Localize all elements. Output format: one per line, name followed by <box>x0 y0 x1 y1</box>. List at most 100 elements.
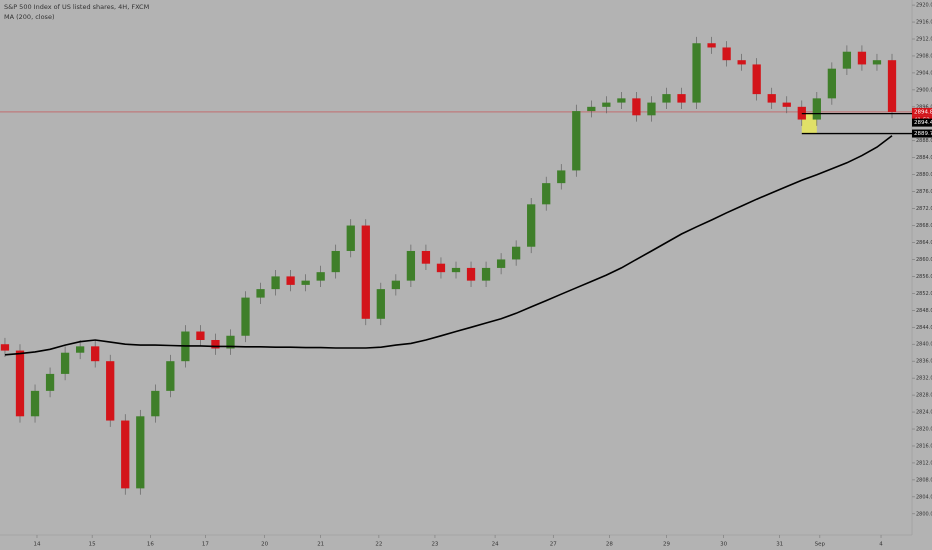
y-tick-label: 2864.0 <box>916 240 932 246</box>
candle-body <box>241 297 250 336</box>
candle-body <box>617 98 626 103</box>
candle-body <box>331 250 340 273</box>
last-price-label: 2894.8 <box>914 109 932 115</box>
candle-body <box>76 346 85 353</box>
candle-body <box>15 350 25 417</box>
x-tick-label: 28 <box>606 542 613 548</box>
candle-body <box>887 60 897 112</box>
level-label-bg <box>912 118 932 127</box>
y-tick-label: 2800.0 <box>916 511 932 517</box>
y-tick-label: 2888.0 <box>916 138 932 144</box>
candle-body <box>481 267 491 281</box>
candle-body <box>872 60 882 65</box>
candle-body <box>106 361 115 421</box>
candle-body <box>496 259 506 268</box>
candle-body <box>286 276 295 285</box>
candle-body <box>60 352 70 374</box>
x-tick-label: 21 <box>317 542 324 548</box>
candle-body <box>782 102 791 107</box>
candle-body <box>361 225 370 319</box>
x-tick-label: 27 <box>550 542 557 548</box>
candle-body <box>527 204 536 247</box>
candle-body <box>301 280 310 285</box>
y-tick-label: 2860.0 <box>916 257 932 263</box>
candle-body <box>602 102 611 107</box>
y-tick-label: 2900.0 <box>916 87 932 93</box>
x-tick-label: 15 <box>89 542 96 548</box>
candle-body <box>707 43 716 48</box>
y-tick-label: 2820.0 <box>916 427 932 433</box>
candle-body <box>256 289 265 298</box>
y-tick-label: 2816.0 <box>916 443 932 449</box>
candle-body <box>0 344 10 351</box>
candle-body <box>677 94 686 103</box>
level-label-bg <box>912 129 932 138</box>
y-tick-label: 2852.0 <box>916 291 932 297</box>
candle-body <box>316 272 325 281</box>
candle-body <box>752 64 761 95</box>
y-tick-label: 2896.0 <box>916 104 932 110</box>
x-tick-label: 4 <box>879 542 883 548</box>
candle-body <box>466 267 476 281</box>
y-tick-label: 2876.0 <box>916 189 932 195</box>
y-tick-label: 2916.0 <box>916 20 932 26</box>
y-tick-label: 2812.0 <box>916 460 932 466</box>
candle-body <box>406 250 416 281</box>
x-tick-label: Sep <box>815 542 826 548</box>
candle-body <box>662 94 671 103</box>
moving-average <box>4 135 893 356</box>
y-tick-label: 2828.0 <box>916 393 932 399</box>
candle-body <box>572 111 581 171</box>
candle-body <box>211 339 220 349</box>
candle-body <box>226 335 235 349</box>
candle-body <box>91 346 100 362</box>
candle-body <box>647 102 656 116</box>
y-tick-label: 2884.0 <box>916 155 932 161</box>
candle-body <box>692 43 701 103</box>
y-tick-label: 2844.0 <box>916 325 932 331</box>
level-label: 2894.4 <box>914 120 932 126</box>
x-tick-label: 31 <box>776 542 783 548</box>
candle-body <box>767 94 776 103</box>
last-price-label-bg <box>912 107 932 116</box>
x-tick-label: 29 <box>663 542 670 548</box>
x-tick-label: 23 <box>431 542 438 548</box>
y-tick-label: 2836.0 <box>916 359 932 365</box>
candle-body <box>391 280 400 290</box>
y-tick-label: 2904.0 <box>916 70 932 76</box>
candle-body <box>121 420 130 489</box>
candle-body <box>30 390 40 417</box>
y-tick-label: 2908.0 <box>916 53 932 59</box>
y-tick-label: 2872.0 <box>916 206 932 212</box>
y-tick-label: 2832.0 <box>916 376 932 382</box>
candle-body <box>557 170 566 184</box>
x-tick-label: 30 <box>720 542 727 548</box>
y-tick-label: 2808.0 <box>916 477 932 483</box>
x-tick-label: 22 <box>375 542 382 548</box>
level-label: 2889.7 <box>914 131 932 137</box>
candle-body <box>632 98 641 116</box>
y-tick-label: 2880.0 <box>916 172 932 178</box>
candle-body <box>812 98 821 120</box>
x-tick-label: 20 <box>261 542 268 548</box>
candle-body <box>512 246 521 260</box>
chart-title: S&P 500 Index of US listed shares, 4H, F… <box>4 3 149 11</box>
candle-body <box>271 276 280 290</box>
candle-body <box>451 267 461 273</box>
candle-body <box>346 225 355 251</box>
y-tick-label: 2912.0 <box>916 37 932 43</box>
x-tick-label: 16 <box>147 542 154 548</box>
x-tick-label: 24 <box>492 542 499 548</box>
candle-body <box>436 263 446 273</box>
y-tick-label: 2824.0 <box>916 410 932 416</box>
y-tick-label: 2868.0 <box>916 223 932 229</box>
candle-body <box>857 51 867 65</box>
candle-body <box>196 331 205 340</box>
candle-body <box>722 47 731 61</box>
y-tick-label: 2848.0 <box>916 308 932 314</box>
y-tick-label: 2920.0 <box>916 3 932 9</box>
candle-body <box>421 250 431 264</box>
